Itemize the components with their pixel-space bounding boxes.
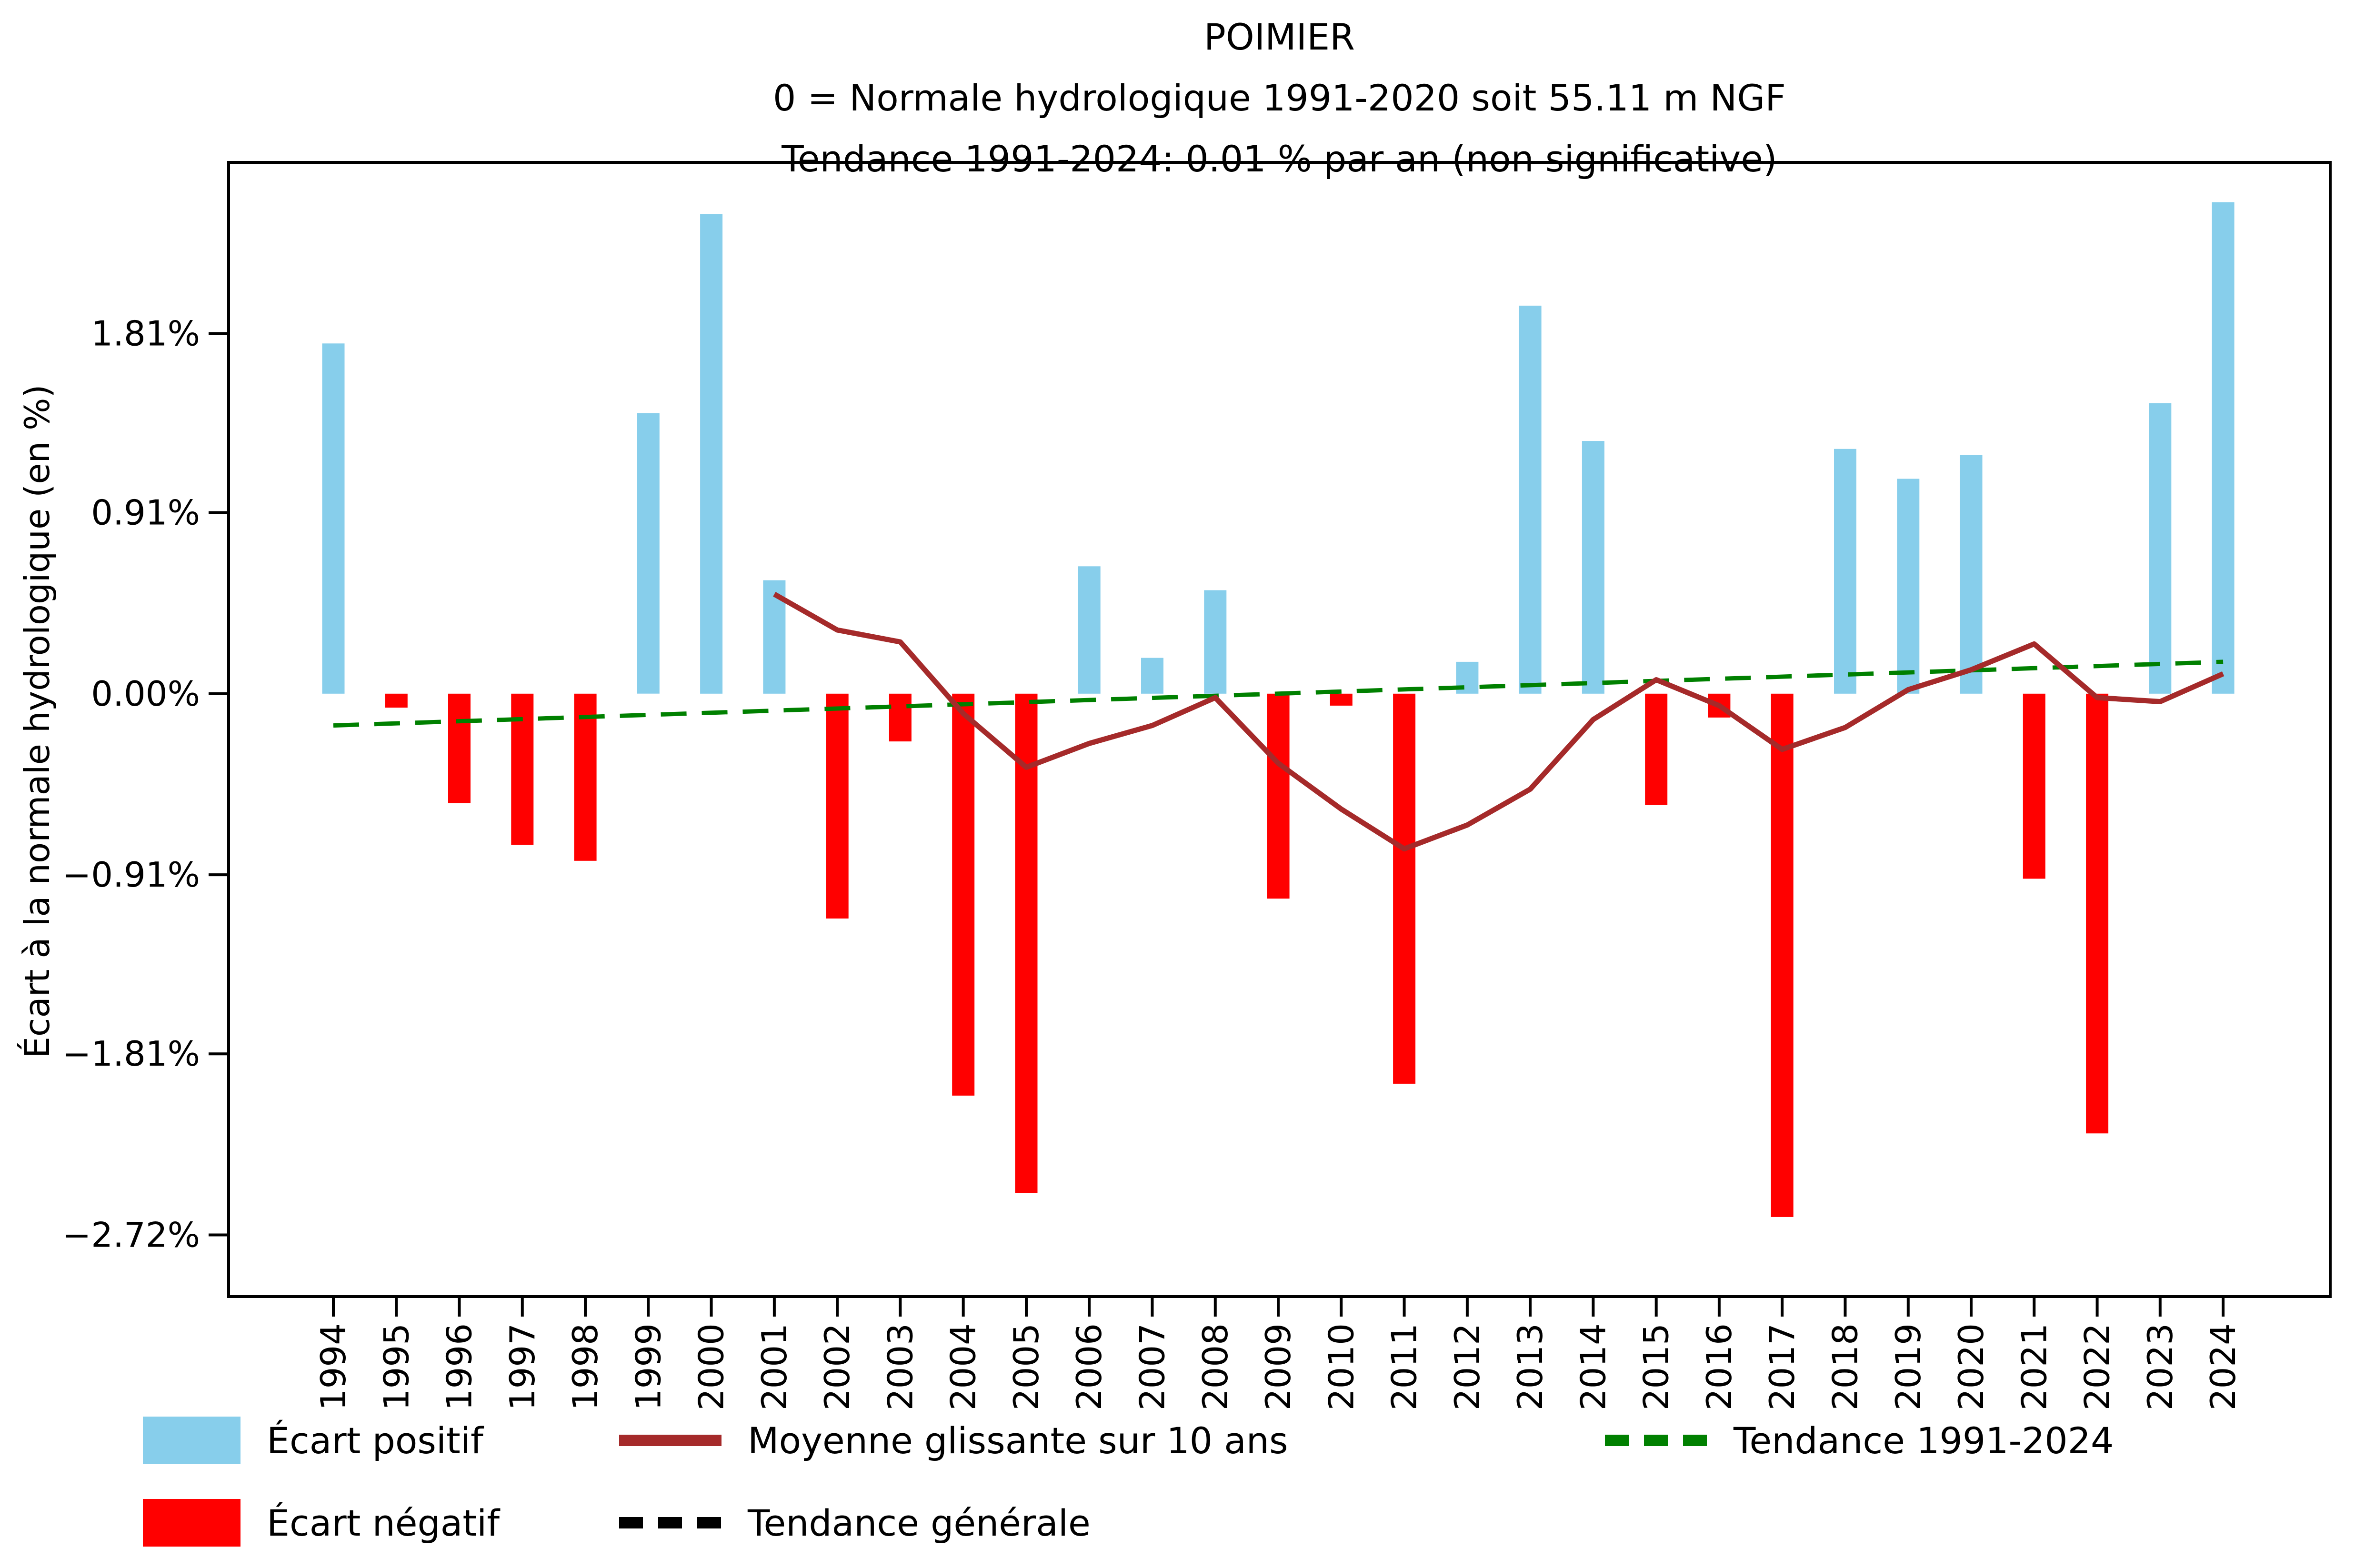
bar-2011 (1393, 693, 1416, 1084)
general-trend-swatch (619, 1517, 722, 1528)
bar-2017 (1771, 693, 1794, 1217)
x-tick-label-2019: 2019 (1888, 1323, 1928, 1410)
legend-item-tendance-generale: Tendance générale (619, 1499, 1091, 1547)
bar-2015 (1645, 693, 1668, 805)
x-tick-label-2020: 2020 (1951, 1323, 1991, 1410)
y-tick-label-5: −2.72% (62, 1215, 200, 1255)
negative-bar-swatch (143, 1499, 241, 1547)
x-tick-label-2003: 2003 (880, 1323, 920, 1410)
x-tick-label-1998: 1998 (565, 1323, 605, 1410)
chart-subtitle-tendance: Tendance 1991-2024: 0.01 % par an (non s… (782, 138, 1777, 180)
x-tick-label-2015: 2015 (1636, 1323, 1676, 1410)
trend-line-swatch (1605, 1435, 1707, 1446)
legend-item-ecart-positif: Écart positif (143, 1417, 483, 1464)
legend-label: Moyenne glissante sur 10 ans (748, 1419, 1288, 1462)
x-tick-label-2007: 2007 (1132, 1323, 1172, 1410)
bar-2005 (1015, 693, 1038, 1193)
bar-2019 (1897, 479, 1920, 694)
bar-2010 (1330, 693, 1353, 706)
bar-2003 (889, 693, 912, 742)
legend-label: Écart positif (267, 1419, 483, 1462)
bar-2021 (2023, 693, 2045, 879)
x-tick-label-1994: 1994 (313, 1323, 353, 1410)
y-tick-label-2: 0.00% (91, 674, 200, 714)
legend-label: Écart négatif (267, 1501, 500, 1544)
x-tick-label-2017: 2017 (1762, 1323, 1802, 1410)
x-tick-label-2018: 2018 (1825, 1323, 1865, 1410)
x-tick-label-2014: 2014 (1573, 1323, 1613, 1410)
chart-title-block: POIMIER 0 = Normale hydrologique 1991-20… (229, 7, 2330, 190)
trend-line (333, 659, 2224, 728)
bar-1995 (385, 693, 408, 708)
x-tick-label-2022: 2022 (2077, 1323, 2117, 1410)
legend-label: Tendance 1991-2024 (1734, 1419, 2114, 1462)
legend-label: Tendance générale (748, 1501, 1091, 1544)
bar-2004 (952, 693, 975, 1096)
y-tick-label-4: −1.81% (62, 1034, 200, 1074)
x-tick-label-2000: 2000 (691, 1323, 732, 1410)
bar-1998 (574, 693, 597, 861)
y-tick-label-3: −0.91% (62, 855, 200, 895)
x-tick-label-2011: 2011 (1384, 1323, 1424, 1410)
bar-2006 (1078, 566, 1101, 694)
x-tick-label-2023: 2023 (2140, 1323, 2180, 1410)
bar-1994 (322, 343, 345, 694)
x-tick-label-1996: 1996 (440, 1323, 480, 1410)
bar-2022 (2086, 693, 2109, 1134)
bar-2020 (1960, 455, 1983, 694)
x-tick-label-2008: 2008 (1195, 1323, 1235, 1410)
bar-2014 (1582, 441, 1604, 694)
x-tick-label-2005: 2005 (1006, 1323, 1046, 1410)
x-tick-label-2004: 2004 (943, 1323, 983, 1410)
chart-subtitle-normale: 0 = Normale hydrologique 1991-2020 soit … (773, 77, 1786, 119)
bar-2000 (700, 214, 723, 694)
bar-2013 (1519, 305, 1542, 694)
x-tick-label-2021: 2021 (2014, 1323, 2054, 1410)
bar-2023 (2149, 403, 2172, 694)
positive-bar-swatch (143, 1417, 241, 1464)
x-tick-label-2001: 2001 (754, 1323, 794, 1410)
legend-item-ecart-negatif: Écart négatif (143, 1499, 500, 1547)
x-tick-label-2013: 2013 (1510, 1323, 1550, 1410)
x-tick-label-1997: 1997 (502, 1323, 542, 1410)
bar-1999 (637, 413, 660, 694)
moving-average-line (773, 592, 2225, 852)
y-tick-label-1: 0.91% (91, 493, 200, 533)
x-tick-label-2006: 2006 (1069, 1323, 1109, 1410)
bar-2008 (1204, 590, 1227, 694)
x-tick-label-1999: 1999 (628, 1323, 668, 1410)
legend-item-moyenne-glissante: Moyenne glissante sur 10 ans (619, 1417, 1288, 1464)
x-tick-label-2024: 2024 (2203, 1323, 2243, 1410)
legend-item-tendance-1991-2024: Tendance 1991-2024 (1605, 1417, 2114, 1464)
bar-2018 (1834, 449, 1856, 694)
x-tick-label-2002: 2002 (817, 1323, 857, 1410)
bar-1996 (448, 693, 471, 803)
bar-2002 (826, 693, 849, 919)
y-tick-label-0: 1.81% (91, 313, 200, 353)
bar-2024 (2212, 202, 2235, 694)
bar-1997 (511, 693, 534, 845)
x-tick-label-2012: 2012 (1447, 1323, 1487, 1410)
x-tick-label-1995: 1995 (376, 1323, 416, 1410)
moving-average-swatch (619, 1435, 722, 1446)
bar-2007 (1141, 658, 1163, 694)
x-tick-label-2016: 2016 (1699, 1323, 1739, 1410)
x-tick-label-2010: 2010 (1321, 1323, 1361, 1410)
chart-title: POIMIER (1204, 16, 1355, 58)
x-tick-label-2009: 2009 (1258, 1323, 1298, 1410)
bar-2009 (1267, 693, 1290, 899)
